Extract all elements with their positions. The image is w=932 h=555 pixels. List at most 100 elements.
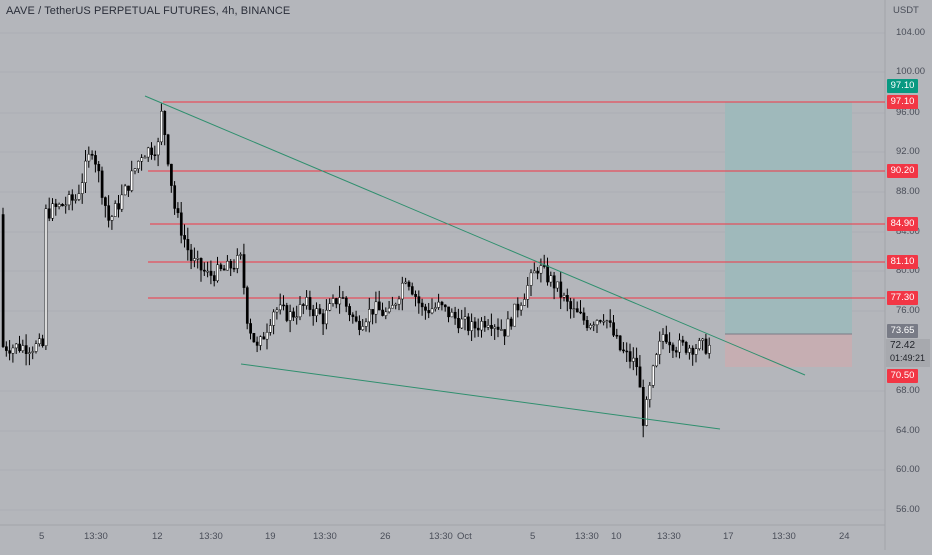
candle (490, 313, 493, 337)
candle (318, 304, 322, 315)
candle (67, 190, 71, 211)
candle (457, 308, 460, 334)
candle (608, 309, 612, 328)
candle (24, 334, 28, 366)
candle (232, 259, 236, 273)
time-tick-label: 13:30 (575, 531, 599, 542)
candle (278, 293, 282, 315)
lower-trendline[interactable] (240, 363, 721, 430)
current-price: 72.42 (890, 340, 916, 351)
entry-price-value: 73.65 (890, 325, 915, 336)
time-tick-label: 13:30 (772, 531, 796, 542)
profit-zone (725, 102, 852, 334)
candle (585, 315, 589, 331)
candle (113, 200, 117, 217)
candle (252, 332, 256, 343)
time-tick-label: 17 (723, 531, 734, 542)
candle (496, 318, 500, 338)
time-tick-label: 5 (530, 531, 536, 542)
candle (467, 313, 470, 336)
candle (206, 261, 210, 278)
candle (569, 297, 573, 319)
candle (368, 297, 371, 333)
candle (57, 202, 61, 210)
candle (447, 306, 450, 323)
candle (315, 302, 318, 323)
candle (282, 295, 285, 311)
candle (38, 333, 41, 347)
candle (394, 302, 398, 310)
candle (84, 149, 87, 193)
time-tick-label: 12 (152, 531, 163, 542)
candle (219, 262, 223, 272)
candle (476, 318, 480, 337)
candle (437, 293, 441, 310)
candle (397, 295, 401, 311)
candle (1, 207, 5, 349)
candle (658, 331, 662, 365)
current-price-tag: 72.42 01:49:21 (886, 339, 930, 367)
candle (427, 302, 431, 319)
candle (335, 297, 338, 309)
candle (556, 281, 559, 292)
price-tick-label: 92.00 (896, 146, 920, 157)
candle (483, 315, 487, 332)
candle (605, 319, 609, 329)
candle (648, 382, 652, 408)
candle (453, 306, 457, 325)
candle (143, 155, 147, 159)
candle (506, 311, 510, 337)
candle (130, 160, 134, 193)
time-tick-label: 19 (265, 531, 276, 542)
candle (94, 150, 97, 173)
candle (374, 291, 378, 324)
price-tick-label: 104.00 (896, 27, 926, 38)
candle (549, 271, 553, 287)
horizontal-levels[interactable] (148, 101, 885, 299)
candle (424, 303, 427, 320)
candle (54, 198, 58, 216)
time-tick-label: 13:30 (429, 531, 453, 542)
candle (387, 301, 391, 314)
candle (407, 280, 411, 291)
candle (110, 215, 114, 230)
candle (361, 318, 365, 331)
upper-trendline[interactable] (144, 95, 806, 376)
candle (285, 302, 289, 323)
candle (222, 265, 226, 271)
candle (302, 302, 305, 315)
candle (146, 146, 150, 162)
candle (641, 379, 645, 438)
candle-countdown: 01:49:21 (890, 353, 926, 363)
candle (460, 309, 464, 329)
candle (371, 309, 375, 325)
candle (391, 296, 394, 309)
candle (701, 337, 705, 351)
candle (325, 299, 328, 330)
candle (500, 319, 503, 331)
price-tick-label: 88.00 (896, 186, 920, 197)
candle (645, 396, 648, 427)
time-tick-label: 5 (39, 531, 45, 542)
candle (8, 340, 12, 361)
candle (196, 250, 200, 269)
candle (678, 333, 681, 359)
candle (348, 303, 351, 322)
candle (34, 340, 38, 354)
candle (420, 298, 424, 316)
candle (288, 304, 292, 333)
candle (665, 325, 668, 344)
candle (434, 302, 437, 312)
candles (1, 103, 711, 438)
candle (179, 202, 183, 244)
candle (463, 307, 467, 331)
candle (275, 307, 279, 320)
candle (321, 309, 325, 335)
candle (341, 291, 345, 299)
candle (5, 341, 8, 357)
candle (552, 271, 556, 300)
candle (440, 300, 444, 311)
candle (298, 296, 302, 321)
